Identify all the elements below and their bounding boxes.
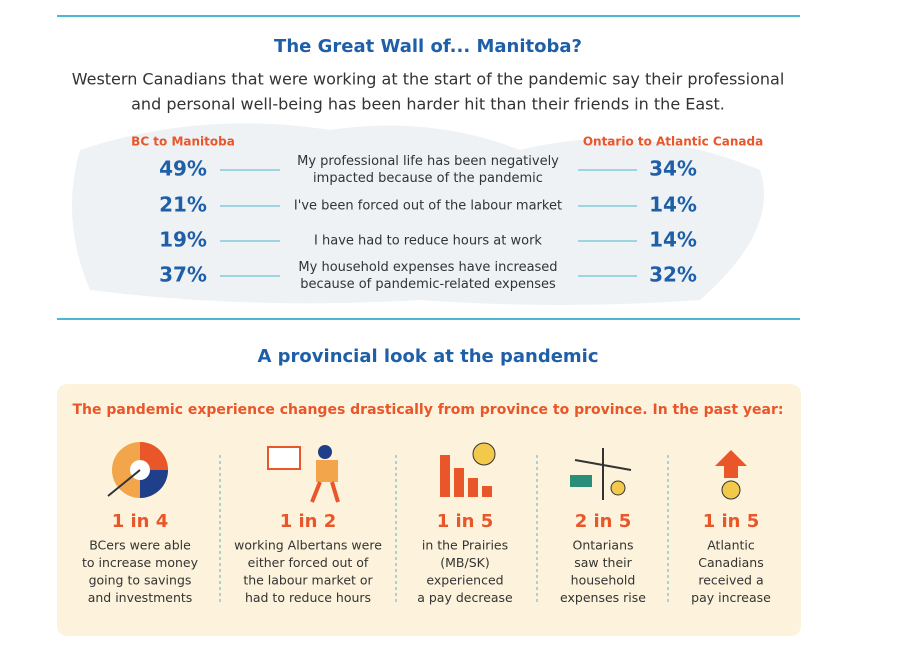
stat-text: the labour market or [243,573,373,588]
stat-text: Ontarians [572,538,633,553]
right-percent: 34% [649,157,697,181]
stat-text: a pay decrease [417,590,513,605]
subtitle: and personal well-being has been harder … [131,95,725,114]
row-label: impacted because of the pandemic [313,171,543,186]
stat-ratio: 1 in 4 [112,511,169,532]
stat-text: in the Prairies [422,538,508,553]
stat-text: going to savings [89,573,192,588]
stat-ratio: 1 in 2 [280,511,337,532]
icon-target [107,442,168,498]
panel [57,384,801,636]
right-percent: 32% [649,263,697,287]
left-percent: 37% [159,263,207,287]
icon-person [267,445,340,503]
stat-text: to increase money [82,555,199,570]
left-percent: 49% [159,157,207,181]
stat-text: (MB/SK) [440,555,489,570]
stat-text: pay increase [691,590,771,605]
stat-text: either forced out of [248,555,369,570]
stat-text: saw their [574,555,632,570]
section-title: The Great Wall of... Manitoba? [274,36,582,57]
stat-ratio: 1 in 5 [437,511,494,532]
stat-text: BCers were able [89,538,191,553]
dividers [219,455,669,605]
stat-text: expenses rise [560,590,646,605]
stat-text: working Albertans were [234,538,382,553]
icon-scale [570,448,632,500]
stat-text: Atlantic [707,538,755,553]
stat-text: experienced [426,573,503,588]
row-label: because of pandemic-related expenses [300,277,556,292]
column-header: BC to Manitoba [131,135,235,149]
stat-text: household [571,573,636,588]
stat-text: received a [698,573,763,588]
stat-ratio: 2 in 5 [575,511,632,532]
right-percent: 14% [649,193,697,217]
row-label: My professional life has been negatively [297,154,559,169]
row-label: I've been forced out of the labour marke… [294,199,562,214]
stat-text: and investments [88,590,193,605]
section-title: A provincial look at the pandemic [257,346,598,367]
banner: The pandemic experience changes drastica… [72,402,783,418]
left-percent: 19% [159,228,207,252]
stat-text: had to reduce hours [245,590,371,605]
row-label: I have had to reduce hours at work [314,234,542,249]
stat-ratio: 1 in 5 [703,511,760,532]
icon-arrow [715,450,747,500]
map-background [72,123,764,305]
stat-text: Canadians [698,555,763,570]
right-percent: 14% [649,228,697,252]
row-label: My household expenses have increased [298,260,557,275]
icon-chart [440,442,496,497]
subtitle: Western Canadians that were working at t… [72,70,785,89]
column-header: Ontario to Atlantic Canada [583,135,763,149]
left-percent: 21% [159,193,207,217]
